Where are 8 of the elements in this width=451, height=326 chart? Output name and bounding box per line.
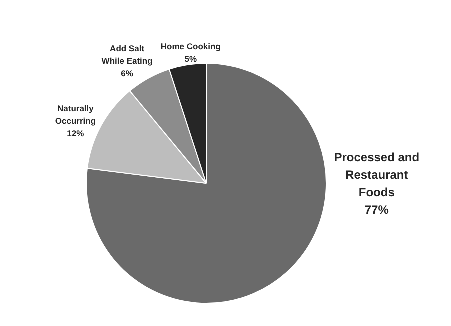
slice-label: Processed and Restaurant Foods (334, 150, 420, 200)
data-label: 77% (364, 202, 390, 217)
data-label: 6% (121, 68, 134, 79)
data-label: 5% (184, 54, 198, 64)
data-label: 12% (67, 128, 85, 139)
slice-label: Add Salt While Eating (102, 44, 153, 66)
slice-label: Home Cooking (160, 41, 221, 52)
slice-label: Naturally Occurring (55, 104, 96, 126)
